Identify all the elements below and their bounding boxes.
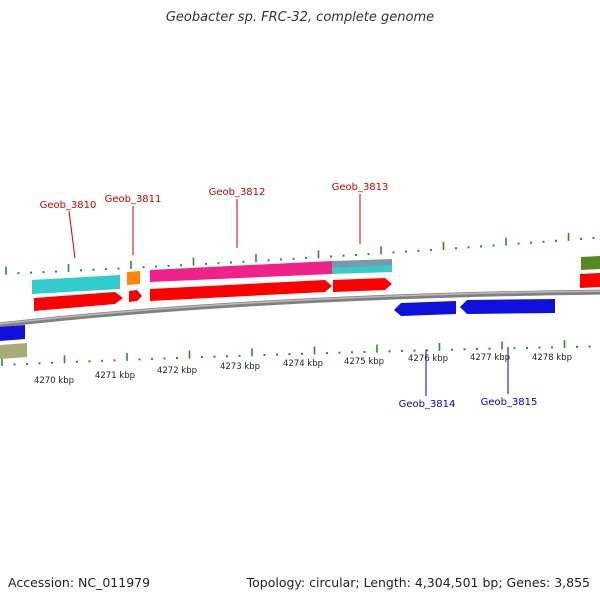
gene-arrow-blue-1[interactable] bbox=[394, 301, 456, 316]
forward-red-features bbox=[34, 273, 600, 311]
axis-label: 4275 kbp bbox=[344, 357, 384, 367]
axis-label: 4276 kbp bbox=[408, 354, 448, 364]
gene-label-geob-3815[interactable]: Geob_3815 bbox=[481, 397, 538, 408]
genome-backbone bbox=[0, 289, 600, 328]
gene-label-geob-3812[interactable]: Geob_3812 bbox=[209, 187, 266, 198]
gene-feature-khaki[interactable] bbox=[0, 343, 27, 359]
gene-label-geob-3810[interactable]: Geob_3810 bbox=[40, 200, 97, 211]
axis-label: 4270 kbp bbox=[34, 376, 74, 386]
genome-summary-text: Topology: circular; Length: 4,304,501 bp… bbox=[246, 575, 590, 590]
reverse-features bbox=[0, 299, 555, 359]
axis-label: 4278 kbp bbox=[532, 353, 572, 363]
gene-arrow-red-1[interactable] bbox=[34, 292, 123, 311]
axis-label: 4271 kbp bbox=[95, 371, 135, 381]
forward-features bbox=[32, 256, 600, 294]
gene-arrow-blue-2[interactable] bbox=[460, 299, 555, 314]
gene-feature-orange[interactable] bbox=[127, 271, 140, 285]
reverse-callout-lines bbox=[425, 347, 509, 396]
gene-feature-magenta[interactable] bbox=[150, 261, 332, 282]
kbp-axis-labels: 4270 kbp 4271 kbp 4272 kbp 4273 kbp 4274… bbox=[34, 353, 572, 386]
gene-arrow-blue-left[interactable] bbox=[0, 325, 25, 341]
accession-text: Accession: NC_011979 bbox=[8, 575, 151, 590]
gene-arrow-red-5[interactable] bbox=[580, 273, 600, 288]
gene-label-geob-3814[interactable]: Geob_3814 bbox=[399, 399, 456, 410]
gene-arrow-red-3[interactable] bbox=[150, 280, 332, 301]
axis-label: 4273 kbp bbox=[220, 362, 260, 372]
forward-callout-lines bbox=[68, 194, 361, 259]
gene-feature-cyan-a[interactable] bbox=[32, 275, 120, 294]
gene-arrow-red-2[interactable] bbox=[129, 290, 142, 302]
gene-feature-cyan-b[interactable] bbox=[332, 265, 392, 274]
gene-feature-olive[interactable] bbox=[581, 256, 600, 270]
axis-label: 4272 kbp bbox=[157, 366, 197, 376]
genome-backbone-highlight bbox=[0, 290, 600, 325]
inner-tick-ring bbox=[1, 340, 591, 366]
outer-tick-ring bbox=[5, 232, 595, 275]
gene-label-geob-3811[interactable]: Geob_3811 bbox=[105, 194, 162, 205]
axis-label: 4277 kbp bbox=[470, 353, 510, 363]
gene-arrow-red-4[interactable] bbox=[333, 278, 392, 292]
gene-label-geob-3813[interactable]: Geob_3813 bbox=[332, 182, 389, 193]
page-title: Geobacter sp. FRC-32, complete genome bbox=[165, 10, 435, 25]
axis-label: 4274 kbp bbox=[283, 359, 323, 369]
